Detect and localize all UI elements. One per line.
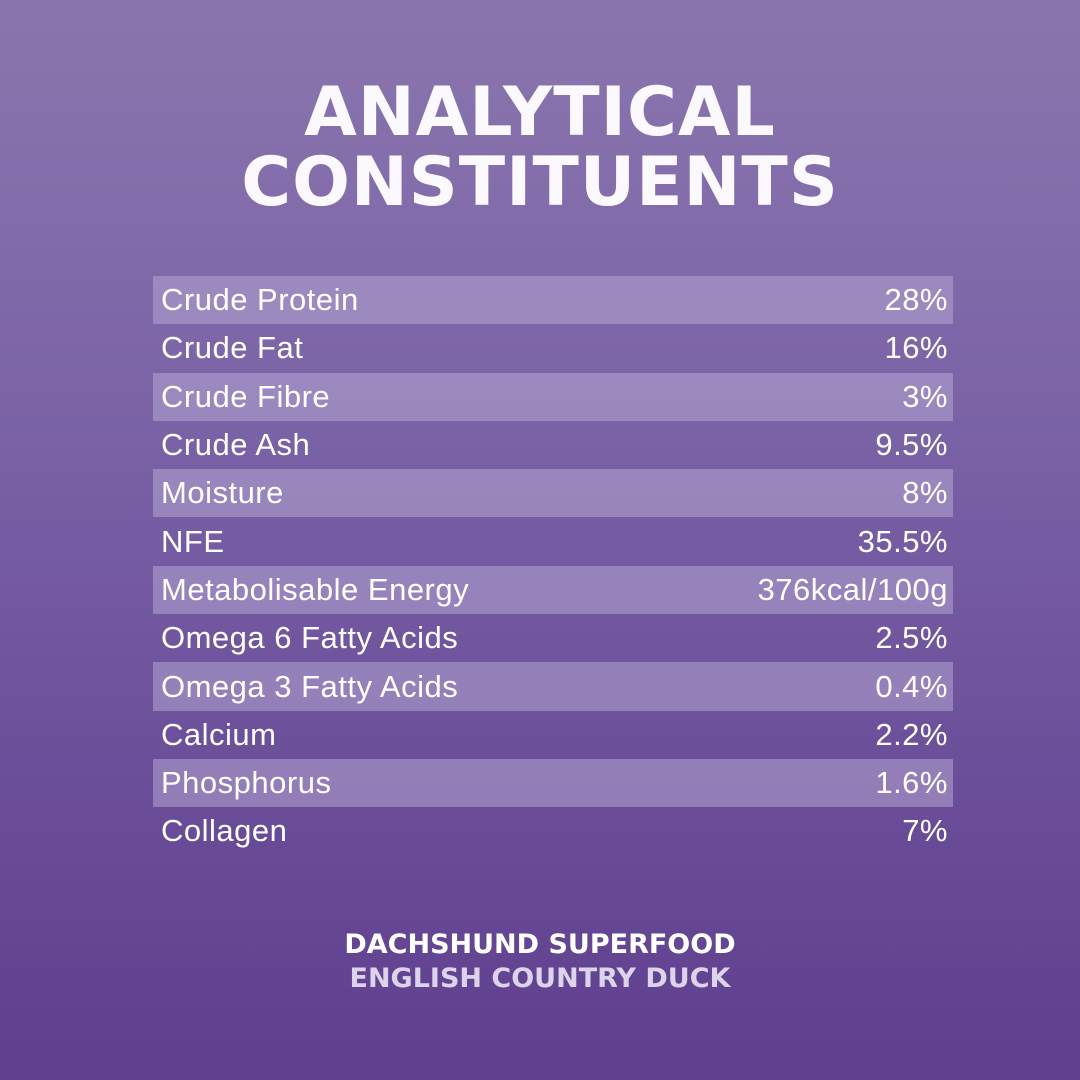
row-label: Crude Ash — [161, 427, 311, 463]
table-row: Moisture 8% — [153, 469, 953, 518]
product-name: DACHSHUND SUPERFOOD ENGLISH COUNTRY DUCK — [0, 928, 1080, 996]
row-value: 2.2% — [875, 716, 948, 752]
table-row: Metabolisable Energy 376kcal/100g — [153, 565, 953, 615]
constituents-table: Crude Protein 28% Crude Fat 16% Crude Fibre 3… — [153, 276, 953, 856]
footer-line-1: DACHSHUND SUPERFOOD — [344, 929, 736, 960]
table-row: Calcium 2.2% — [153, 711, 953, 759]
table-row: Omega 6 Fatty Acids 2.5% — [153, 614, 953, 662]
table-row: Collagen 7% — [153, 807, 953, 855]
table-row: Crude Fibre 3% — [153, 372, 953, 421]
title-line-1: ANALYTICAL — [304, 73, 776, 152]
table-row: Phosphorus 1.6% — [153, 758, 953, 808]
footer-line-2: ENGLISH COUNTRY DUCK — [349, 963, 731, 994]
row-label: Collagen — [161, 813, 288, 849]
row-value: 2.5% — [875, 620, 948, 656]
row-label: Omega 6 Fatty Acids — [161, 620, 459, 656]
row-value: 3% — [902, 378, 948, 414]
row-label: Calcium — [161, 716, 277, 752]
table-row: Crude Protein 28% — [153, 276, 953, 325]
row-label: Crude Fat — [161, 330, 304, 366]
table-row: Crude Ash 9.5% — [153, 421, 953, 469]
page-title: ANALYTICAL CONSTITUENTS — [0, 78, 1080, 218]
row-value: 16% — [884, 330, 948, 366]
row-label: NFE — [161, 523, 225, 559]
row-value: 376kcal/100g — [757, 571, 948, 607]
title-line-2: CONSTITUENTS — [241, 143, 839, 222]
row-value: 1.6% — [875, 765, 948, 801]
table-row: Crude Fat 16% — [153, 324, 953, 372]
table-row: NFE 35.5% — [153, 517, 953, 565]
table-row: Omega 3 Fatty Acids 0.4% — [153, 662, 953, 711]
row-label: Omega 3 Fatty Acids — [161, 668, 459, 704]
row-value: 8% — [902, 475, 948, 511]
row-value: 0.4% — [875, 668, 948, 704]
row-label: Crude Protein — [161, 282, 359, 318]
row-label: Metabolisable Energy — [161, 571, 470, 607]
row-label: Moisture — [161, 475, 284, 511]
row-value: 28% — [884, 282, 948, 318]
row-value: 9.5% — [875, 427, 948, 463]
row-value: 35.5% — [857, 523, 948, 559]
row-label: Phosphorus — [161, 765, 332, 801]
row-label: Crude Fibre — [161, 378, 331, 414]
row-value: 7% — [902, 813, 948, 849]
